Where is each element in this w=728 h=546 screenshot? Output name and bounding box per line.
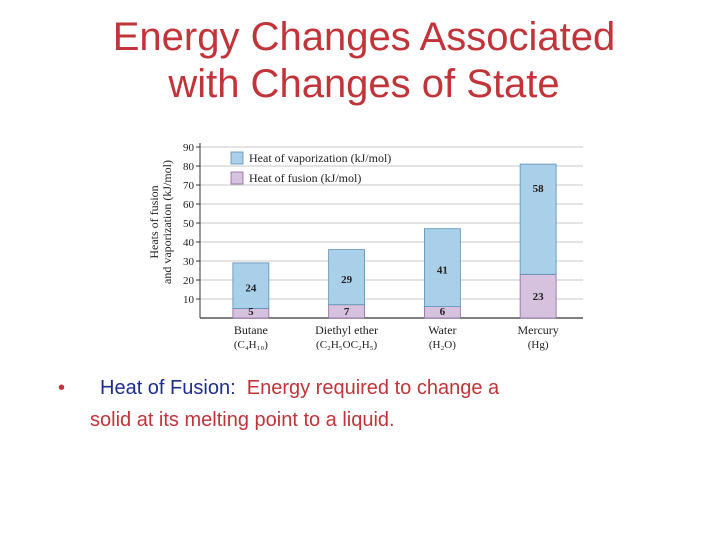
bullet-term: Heat of Fusion: bbox=[100, 377, 236, 399]
bar-vaporization bbox=[328, 249, 366, 306]
y-axis-label-line-1: Heats of fusion bbox=[147, 185, 161, 258]
bar-vaporization bbox=[232, 262, 270, 309]
bullet-line-1: Heat of Fusion: Energy required to chang… bbox=[100, 372, 499, 404]
legend-swatch-vaporization bbox=[230, 151, 244, 165]
data-label-vaporization: 41 bbox=[437, 265, 448, 277]
y-tick-label: 60 bbox=[183, 199, 195, 211]
y-tick-label: 70 bbox=[183, 180, 195, 192]
x-axis-categories: Butane (C₄H₁₀) Diethyl ether (C₂H₅OC₂H₅) Wat… bbox=[234, 323, 559, 351]
data-label-vaporization: 24 bbox=[245, 283, 257, 295]
x-category-formula: (Hg) bbox=[528, 339, 549, 351]
data-label-vaporization: 58 bbox=[533, 183, 545, 195]
chart-grid bbox=[200, 146, 583, 300]
data-label-fusion: 5 bbox=[248, 306, 254, 318]
y-tick-label: 30 bbox=[183, 256, 195, 268]
y-tick-label: 20 bbox=[183, 275, 195, 287]
bullet-text-2: solid at its melting point to a liquid. bbox=[90, 409, 395, 431]
legend-swatch-fusion bbox=[230, 171, 244, 185]
y-tick-label: 80 bbox=[183, 161, 195, 173]
data-label-vaporization: 29 bbox=[341, 274, 353, 286]
x-category-formula: (C₂H₅OC₂H₅) bbox=[316, 339, 378, 351]
x-category-label: Mercury bbox=[517, 323, 558, 337]
y-tick-label: 40 bbox=[183, 237, 195, 249]
x-category-formula: (C₄H₁₀) bbox=[234, 339, 268, 351]
bar-vaporization bbox=[519, 163, 557, 275]
x-category-label: Butane bbox=[234, 323, 268, 337]
chart-bars: 5 24 7 29 6 41 23 58 bbox=[232, 163, 557, 319]
title-line-1: Energy Changes Associated bbox=[112, 15, 616, 59]
bar-vaporization bbox=[423, 228, 461, 307]
bullet-dot: • bbox=[58, 377, 66, 399]
legend-label-vaporization: Heat of vaporization (kJ/mol) bbox=[249, 151, 391, 165]
y-tick-label: 90 bbox=[183, 142, 195, 154]
x-category-label: Water bbox=[428, 323, 456, 337]
data-label-fusion: 6 bbox=[440, 306, 446, 318]
y-axis: 10 20 30 40 50 60 70 80 90 bbox=[183, 142, 583, 319]
legend-label-fusion: Heat of fusion (kJ/mol) bbox=[249, 171, 361, 185]
data-label-fusion: 7 bbox=[344, 306, 350, 318]
y-tick-label: 50 bbox=[183, 218, 195, 230]
y-axis-label-line-2: and vaporization (kJ/mol) bbox=[160, 160, 174, 284]
x-category-formula: (H₂O) bbox=[429, 339, 456, 351]
title-line-2: with Changes of State bbox=[168, 62, 560, 106]
y-tick-label: 10 bbox=[183, 294, 195, 306]
slide-title: Energy Changes Associated with Changes o… bbox=[0, 14, 728, 108]
data-label-fusion: 23 bbox=[533, 291, 545, 303]
bullet-text-1: Energy required to change a bbox=[246, 377, 500, 399]
chart-legend: Heat of vaporization (kJ/mol) Heat of fus… bbox=[230, 151, 391, 185]
x-category-label: Diethyl ether bbox=[315, 323, 378, 337]
